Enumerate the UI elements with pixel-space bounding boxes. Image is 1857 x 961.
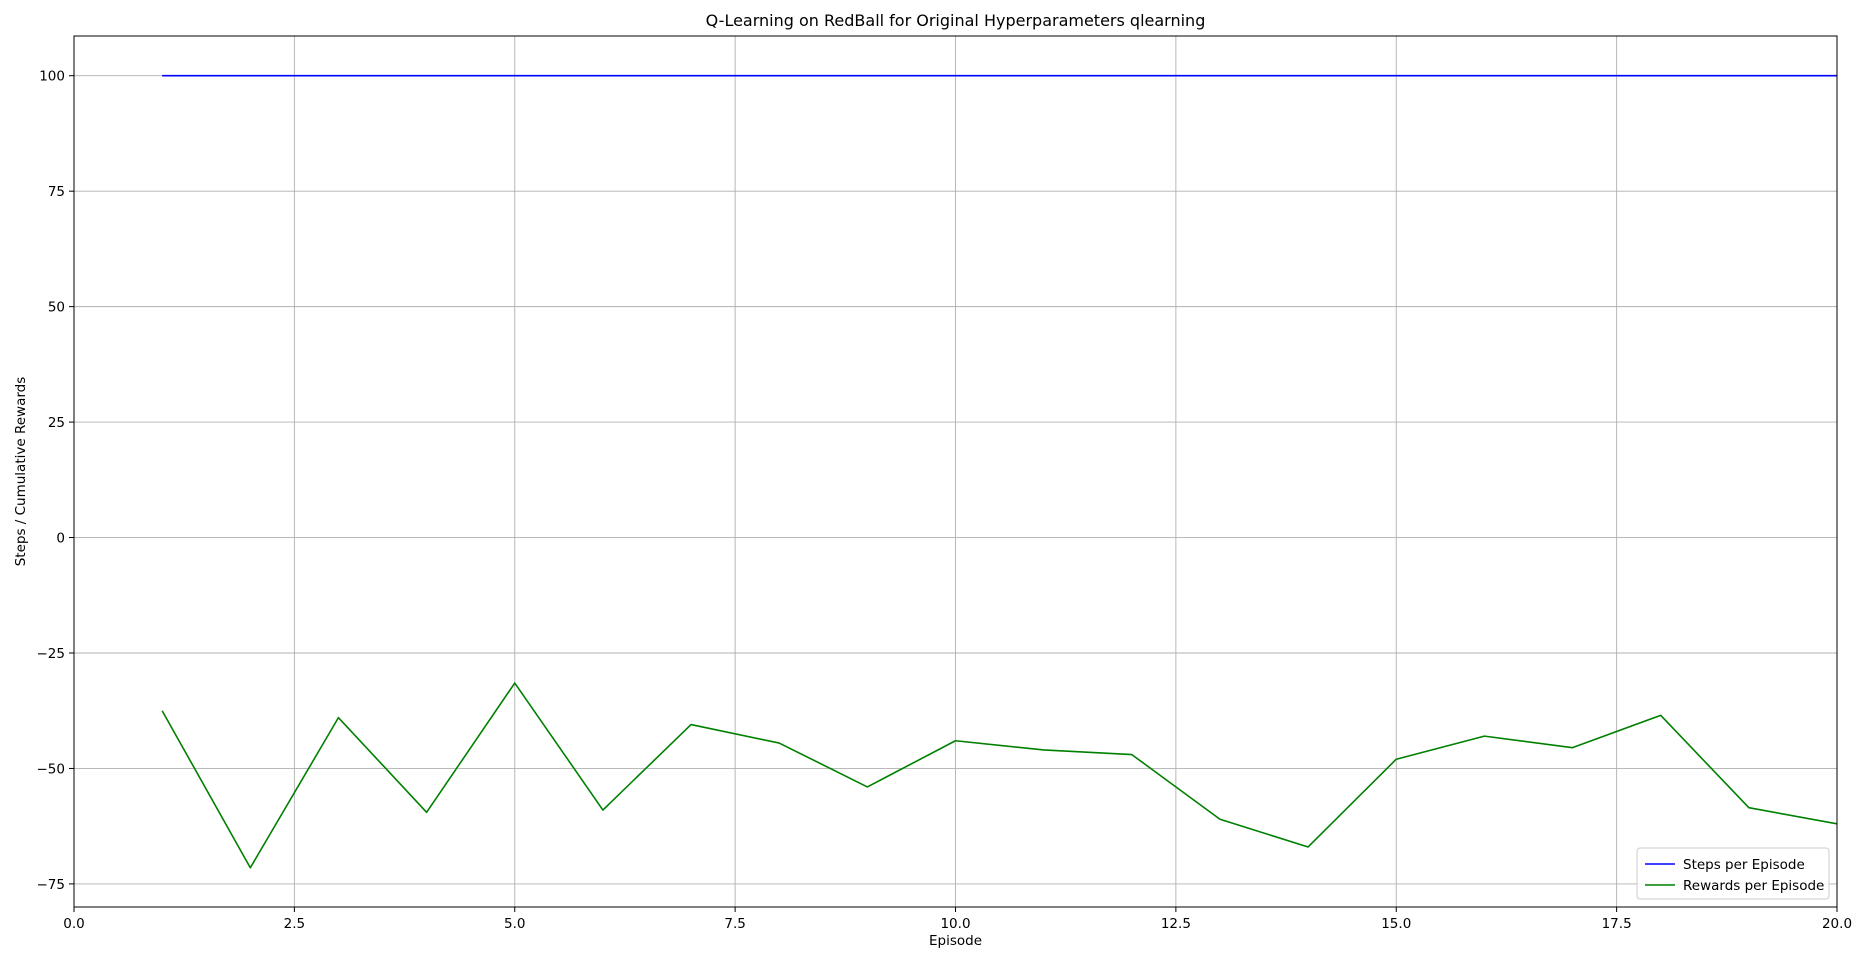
y-tick-label: 50 — [48, 300, 65, 316]
x-tick-label: 10.0 — [940, 916, 970, 932]
chart-title: Q-Learning on RedBall for Original Hyper… — [706, 11, 1206, 30]
legend-box — [1636, 847, 1830, 900]
y-tick-label: −75 — [37, 877, 66, 893]
x-tick-label: 12.5 — [1161, 916, 1191, 932]
series-layer — [161, 74, 1837, 869]
x-tick-label: 20.0 — [1822, 916, 1852, 932]
x-axis-label: Episode — [929, 933, 982, 949]
y-tick-label: 0 — [56, 531, 65, 547]
y-axis-label: Steps / Cumulative Rewards — [13, 377, 29, 567]
x-tick-label: 2.5 — [284, 916, 305, 932]
y-tick-label: 75 — [48, 184, 65, 200]
y-tick-label: −25 — [37, 646, 66, 662]
axis-ticks: 0.0 2.5 5.0 7.5 10.0 12.5 15.0 17.5 20.0 100 75 50 2… — [37, 69, 1853, 932]
y-tick-label: −50 — [37, 761, 66, 777]
x-tick-label: 5.0 — [504, 916, 525, 932]
legend-label: Rewards per Episode — [1683, 878, 1824, 894]
legend-label: Steps per Episode — [1683, 857, 1805, 873]
x-tick-label: 17.5 — [1602, 916, 1632, 932]
x-tick-label: 7.5 — [724, 916, 745, 932]
y-tick-label: 100 — [39, 69, 65, 85]
y-tick-label: 25 — [48, 415, 65, 431]
x-tick-label: 15.0 — [1381, 916, 1411, 932]
x-tick-label: 0.0 — [63, 916, 84, 932]
series-line-rewards — [161, 682, 1837, 869]
legend: Steps per Episode Rewards per Episode — [1636, 847, 1830, 900]
grid-lines — [73, 36, 1838, 907]
